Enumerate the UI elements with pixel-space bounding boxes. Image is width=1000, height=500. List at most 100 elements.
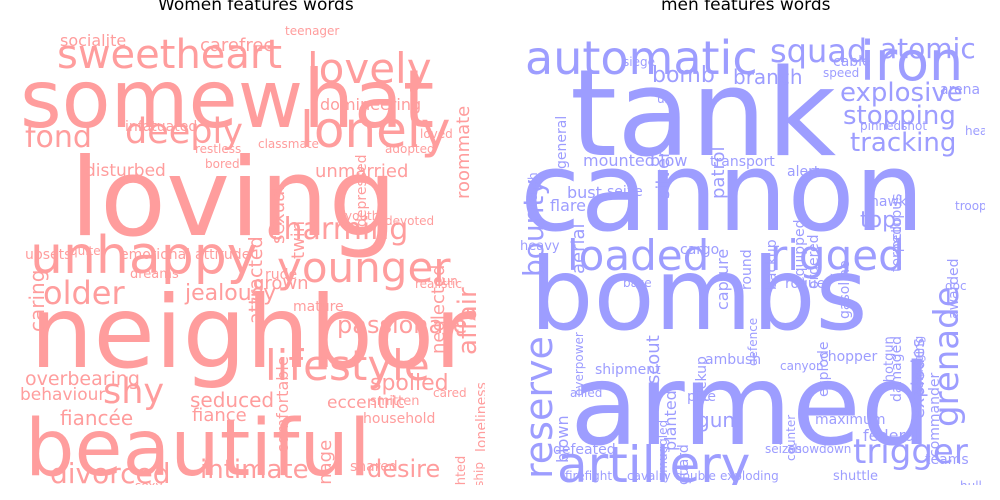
- men-word: double: [675, 469, 716, 483]
- women-word: seduced: [190, 388, 275, 412]
- women-word: bored: [205, 157, 240, 171]
- women-word: domineering: [320, 95, 422, 114]
- men-word: blow: [650, 151, 688, 170]
- women-word: sexual: [268, 185, 289, 244]
- men-word: aerial: [568, 223, 589, 274]
- men-word: federal: [863, 426, 920, 445]
- women-word: sexy: [135, 480, 163, 485]
- men-word: cannon: [520, 128, 925, 256]
- women-word: charming: [267, 212, 409, 247]
- men-word: pinnedshot: [860, 119, 928, 133]
- men-word: ambush: [705, 352, 762, 368]
- women-word: eccentric: [327, 393, 406, 413]
- women-word: fiancée: [60, 406, 134, 430]
- men-word: doc: [945, 279, 967, 293]
- men-word: cable: [833, 54, 871, 70]
- men-word: troops: [955, 199, 985, 213]
- men-word: artillery: [557, 436, 751, 485]
- men-word: mounted: [583, 151, 655, 170]
- women-word: loneliness: [474, 382, 485, 452]
- women-word: devoted: [385, 214, 435, 228]
- women-word: deeply: [125, 112, 243, 152]
- women-word: infatuated: [125, 119, 198, 135]
- men-word: allied: [570, 386, 603, 400]
- men-word: backup: [764, 239, 780, 290]
- women-word: shared: [350, 459, 398, 475]
- men-word: maximum: [815, 412, 886, 428]
- women-word: younger: [277, 243, 451, 292]
- men-word: automatic: [525, 31, 758, 85]
- men-word: branch: [733, 65, 803, 89]
- men-word: rigged: [770, 231, 905, 280]
- men-word: atomic: [880, 32, 976, 65]
- women-word: spoiled: [370, 371, 449, 396]
- men-word: canyon: [780, 359, 824, 373]
- men-word: top: [860, 208, 897, 233]
- men-word: commander: [927, 372, 943, 457]
- men-word: heavy: [520, 239, 560, 254]
- women-word: teenager: [285, 24, 340, 38]
- women-word: carefree: [200, 35, 275, 56]
- men-word: seizes: [765, 442, 802, 456]
- men-word: overpower: [572, 332, 586, 396]
- women-word: lovely: [307, 44, 432, 93]
- men-word: general: [554, 115, 570, 169]
- women-word: desire: [367, 455, 441, 483]
- women-word: fond: [25, 120, 92, 155]
- women-word: comfortable: [273, 356, 292, 453]
- women-word: overbearing: [25, 368, 140, 390]
- men-word: seize: [607, 184, 643, 200]
- men-word: counter: [784, 414, 798, 461]
- men-word: squad: [770, 32, 868, 70]
- women-word: beautiful: [25, 404, 371, 485]
- men-word: shuttle: [833, 469, 879, 484]
- women-word: shy: [103, 372, 165, 412]
- men-word: siege: [623, 55, 655, 69]
- men-word: tank: [570, 45, 837, 184]
- women-word: affair: [453, 287, 483, 355]
- men-word: flare: [550, 196, 586, 215]
- men-cloud-title: men features words: [661, 0, 831, 15]
- women-word: youth: [345, 209, 380, 223]
- women-cloud-title: Women features words: [158, 0, 354, 15]
- men-word: trench: [526, 172, 540, 211]
- women-word: disturbed: [85, 161, 166, 181]
- men-word: trigger: [853, 432, 968, 472]
- women-word: socialite: [60, 31, 127, 50]
- women-word: restless: [195, 142, 242, 156]
- women-word: household: [363, 411, 436, 427]
- men-word: rogue: [785, 276, 826, 292]
- women-word: passionate: [337, 311, 468, 339]
- men-word: awarded: [946, 258, 962, 319]
- women-word: dreams: [130, 267, 179, 282]
- men-word: alert: [787, 164, 820, 180]
- women-word: delighted: [454, 456, 469, 485]
- women-word: nun: [435, 274, 458, 288]
- men-word-cloud: tank cannon bombs armed automatic iron artille…: [515, 15, 985, 485]
- women-word: classmate: [258, 137, 319, 151]
- women-word: loving: [70, 136, 398, 261]
- women-word: caring: [25, 269, 49, 332]
- women-word: divorced: [50, 457, 171, 486]
- women-word: sweetheart: [57, 32, 283, 78]
- women-word: grown: [253, 273, 309, 294]
- men-word: showdown: [788, 442, 852, 456]
- men-word: octopus: [889, 193, 905, 249]
- men-word: hull: [960, 480, 982, 485]
- men-word: bust: [567, 183, 602, 202]
- men-word: explosive: [840, 78, 963, 108]
- women-word: behaviour: [20, 385, 106, 405]
- women-word: unhappy: [30, 226, 258, 286]
- men-word: bombs: [530, 236, 868, 353]
- women-word: unmarried: [315, 161, 409, 182]
- men-word: explode: [816, 341, 832, 398]
- men-word: speed: [823, 66, 860, 80]
- women-word: loved: [420, 127, 453, 141]
- men-word: teams: [925, 452, 969, 468]
- women-word: fiance: [192, 405, 247, 426]
- men-word: shotgun: [882, 336, 897, 389]
- men-word: gasoline: [837, 260, 853, 319]
- women-word: lifestyle: [265, 341, 430, 390]
- men-word: cargo: [680, 242, 720, 258]
- men-word: iron: [860, 30, 964, 93]
